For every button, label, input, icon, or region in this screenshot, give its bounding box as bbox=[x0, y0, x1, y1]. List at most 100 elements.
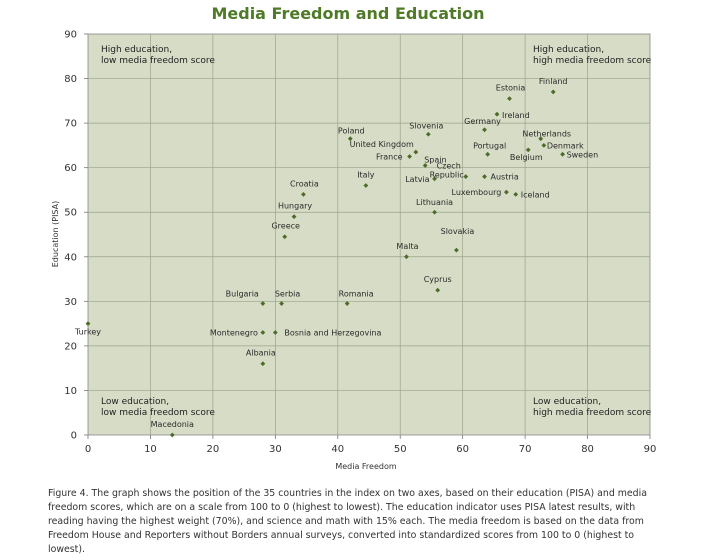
data-point-marker bbox=[291, 214, 297, 220]
grid-lines bbox=[88, 34, 650, 435]
y-tick-label: 50 bbox=[64, 208, 77, 219]
data-point-label: Czech Republic bbox=[430, 162, 464, 180]
data-point-label: Albania bbox=[246, 349, 276, 358]
corner-label-top-right: High education, high media freedom score bbox=[533, 45, 652, 66]
data-point-marker bbox=[260, 361, 266, 367]
data-point-marker bbox=[435, 287, 441, 293]
data-point-marker bbox=[344, 301, 350, 306]
data-points bbox=[85, 89, 565, 438]
y-tick-label: 30 bbox=[64, 297, 77, 308]
data-point-label: Ireland bbox=[502, 111, 530, 120]
corner-label-line: Low education, bbox=[533, 397, 601, 407]
corner-label-bottom-right: Low education, high media freedom score bbox=[533, 397, 652, 418]
data-point-marker bbox=[347, 136, 353, 142]
y-tick-label: 10 bbox=[64, 386, 77, 397]
data-point-label: Montenegro bbox=[210, 329, 258, 338]
data-point-marker bbox=[485, 151, 491, 157]
y-tick-label: 80 bbox=[64, 74, 77, 85]
label-line: Czech bbox=[437, 162, 461, 171]
data-point-label: Bosnia and Herzegovina bbox=[284, 329, 381, 338]
data-point-marker bbox=[550, 89, 556, 95]
data-point-marker bbox=[432, 209, 437, 215]
data-point-label: Portugal bbox=[473, 141, 506, 150]
corner-label-line: Low education, bbox=[101, 397, 169, 407]
data-point-marker bbox=[272, 330, 278, 335]
data-point-marker bbox=[503, 189, 509, 195]
plot-area bbox=[87, 33, 651, 436]
quadrant-labels: High education, low media freedom scoreHi… bbox=[101, 45, 652, 418]
corner-label-line: high media freedom score bbox=[533, 408, 652, 418]
x-tick-label: 30 bbox=[269, 444, 282, 455]
x-tick-label: 80 bbox=[581, 444, 594, 455]
data-point-marker bbox=[560, 151, 565, 157]
data-point-marker bbox=[482, 127, 487, 133]
data-point-label: Romania bbox=[339, 290, 374, 299]
data-point-label: Croatia bbox=[290, 179, 319, 188]
data-point-marker bbox=[463, 174, 469, 179]
data-point-marker bbox=[482, 174, 487, 179]
data-point-label: Macedonia bbox=[151, 420, 194, 429]
y-tick-label: 70 bbox=[64, 119, 77, 130]
y-tick-label: 20 bbox=[64, 341, 77, 352]
data-point-marker bbox=[422, 163, 428, 168]
x-tick-label: 70 bbox=[519, 444, 532, 455]
data-point-marker bbox=[85, 321, 91, 327]
data-point-label: Malta bbox=[396, 242, 418, 251]
y-tick-label: 0 bbox=[71, 431, 77, 442]
corner-label-line: High education, bbox=[533, 45, 604, 55]
data-point-marker bbox=[538, 136, 544, 142]
corner-label-line: High education, bbox=[101, 45, 172, 55]
data-point-marker bbox=[425, 131, 431, 137]
data-point-label: Estonia bbox=[496, 84, 526, 93]
data-point-label: Poland bbox=[338, 127, 365, 136]
data-point-marker bbox=[525, 147, 531, 153]
scatter-chart: Media Freedom and Education 0 10 20 30 40 50 6… bbox=[51, 4, 656, 471]
data-point-label: Finland bbox=[539, 77, 568, 86]
data-point-label: Cyprus bbox=[424, 275, 452, 284]
data-point-marker bbox=[260, 301, 266, 306]
data-point-label: Spain bbox=[424, 155, 446, 164]
x-tick-label: 20 bbox=[207, 444, 220, 455]
data-point-marker bbox=[413, 149, 419, 155]
x-tick-label: 10 bbox=[144, 444, 157, 455]
y-tick-label: 90 bbox=[64, 30, 77, 41]
x-axis-label: Media Freedom bbox=[335, 462, 397, 471]
data-point-label: Latvia bbox=[405, 175, 429, 184]
data-point-label: Netherlands bbox=[522, 130, 571, 139]
axis-ticks: 0 10 20 30 40 50 60 70 80 90 0 10 20 30 40 50 60 70 80 90 bbox=[64, 30, 656, 456]
data-point-marker bbox=[407, 154, 412, 159]
data-point-label: Lithuania bbox=[416, 198, 453, 207]
y-tick-label: 60 bbox=[64, 163, 77, 174]
y-tick-label: 40 bbox=[64, 252, 77, 263]
data-point-label: Denmark bbox=[547, 141, 584, 150]
corner-label-line: low media freedom score bbox=[101, 56, 215, 66]
data-point-label: Greece bbox=[271, 222, 300, 231]
x-tick-label: 50 bbox=[394, 444, 407, 455]
data-point-label: Iceland bbox=[521, 190, 550, 199]
data-point-label: United Kingdom bbox=[350, 140, 414, 149]
data-point-marker bbox=[513, 192, 519, 197]
x-tick-label: 60 bbox=[456, 444, 469, 455]
data-point-marker bbox=[432, 176, 437, 182]
data-point-label: Italy bbox=[357, 170, 375, 179]
corner-label-top-left: High education, low media freedom score bbox=[101, 45, 215, 66]
corner-label-line: high media freedom score bbox=[533, 56, 652, 66]
data-point-label: Serbia bbox=[275, 290, 301, 299]
data-point-label: Austria bbox=[491, 173, 519, 182]
data-point-marker bbox=[260, 330, 266, 335]
data-point-label: Belgium bbox=[510, 153, 543, 162]
data-point-label: France bbox=[376, 153, 403, 162]
data-point-marker bbox=[363, 183, 369, 188]
data-point-label: Germany bbox=[464, 117, 501, 126]
data-point-label: Bulgaria bbox=[226, 290, 259, 299]
data-point-label: Sweden bbox=[567, 150, 599, 159]
label-line: Republic bbox=[430, 171, 464, 180]
data-point-marker bbox=[404, 254, 409, 260]
figure-caption: Figure 4. The graph shows the position o… bbox=[48, 488, 647, 555]
data-point-marker bbox=[507, 96, 512, 102]
y-axis-label: Education (PISA) bbox=[51, 201, 60, 268]
data-point-marker bbox=[454, 247, 459, 253]
corner-label-bottom-left: Low education, low media freedom score bbox=[101, 397, 215, 418]
data-point-label: Slovakia bbox=[441, 227, 475, 236]
